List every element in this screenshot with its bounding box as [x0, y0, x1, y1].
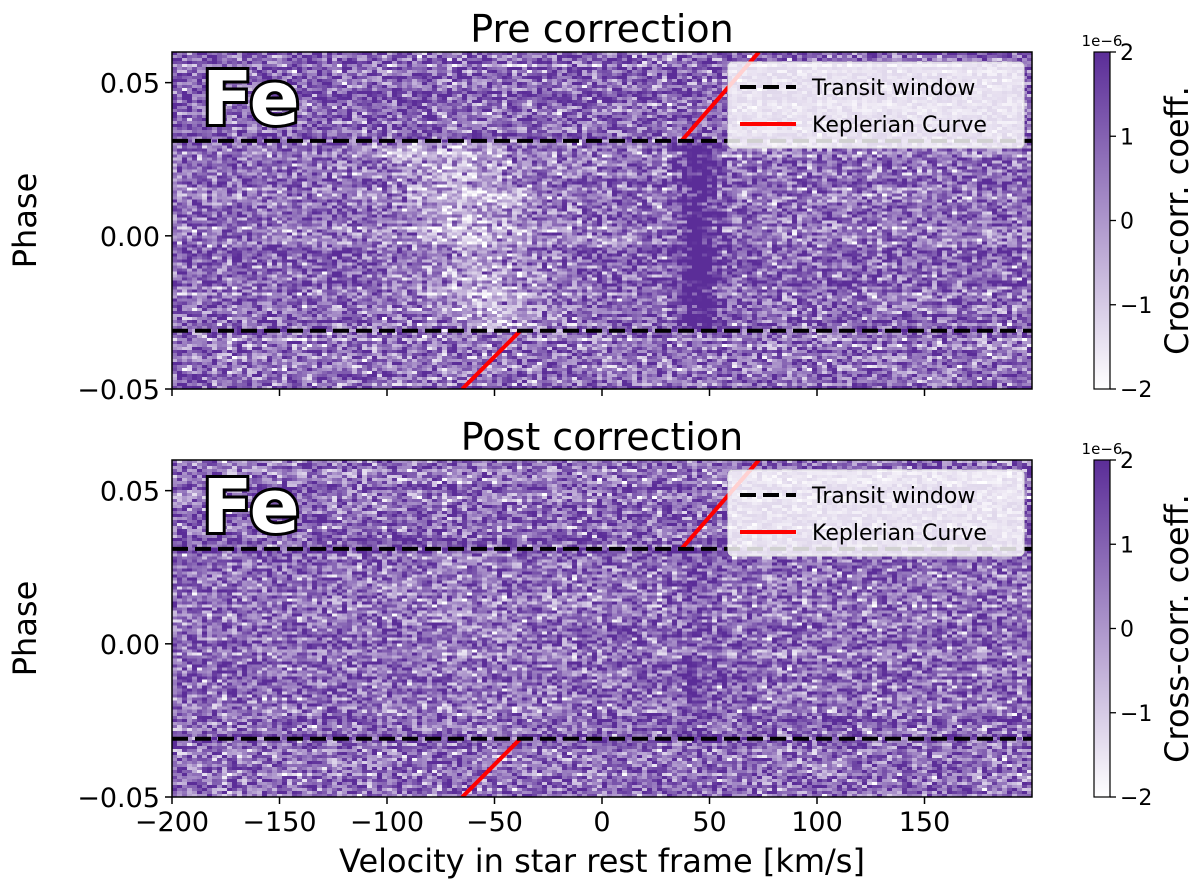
colorbar-label: Cross-corr. coeff.: [1158, 494, 1196, 763]
species-label: Fe: [202, 56, 300, 142]
colorbar-tick-label: −2: [1120, 786, 1152, 811]
y-tick-label: 0.00: [100, 630, 160, 661]
chart-title: Post correction: [461, 415, 744, 459]
colorbar-gradient: [1093, 459, 1111, 798]
colorbar-tick-label: 0: [1120, 618, 1134, 643]
colorbar-scale-label: 1e−6: [1082, 32, 1123, 50]
legend: Transit window Keplerian Curve: [727, 469, 1025, 557]
colorbar-tick-label: 2: [1120, 41, 1134, 66]
legend-label-0: Transit window: [811, 484, 975, 509]
colorbar-tick-label: 1: [1120, 125, 1134, 150]
colorbar: −2 −1 0 1 21e−6 Cross-corr. coeff.: [1082, 440, 1196, 811]
colorbar-tick-label: −1: [1120, 702, 1152, 727]
x-tick-label: −100: [350, 807, 424, 838]
keplerian-curve-lower: [460, 737, 522, 797]
colorbar-tick-label: −2: [1120, 378, 1152, 403]
legend-label-1: Keplerian Curve: [812, 521, 987, 546]
colorbar-tick-label: 1: [1120, 533, 1134, 558]
legend-box: [727, 469, 1025, 557]
x-tick-label: −200: [135, 807, 209, 838]
y-tick-label: 0.00: [100, 222, 160, 253]
y-tick-label: 0.05: [100, 69, 160, 100]
x-tick-label: 0: [593, 807, 610, 838]
colorbar-label: Cross-corr. coeff.: [1158, 86, 1196, 355]
x-axis-label: Velocity in star rest frame [km/s]: [339, 842, 865, 880]
y-axis-label: Phase: [6, 581, 44, 677]
chart-title: Pre correction: [470, 7, 733, 51]
legend-label-1: Keplerian Curve: [812, 113, 987, 138]
species-label: Fe: [202, 464, 300, 550]
legend-label-0: Transit window: [811, 76, 975, 101]
x-tick-label: 50: [692, 807, 726, 838]
colorbar-tick-label: −1: [1120, 294, 1152, 319]
colorbar-gradient: [1093, 51, 1111, 390]
x-tick-label: −150: [242, 807, 316, 838]
colorbar-tick-label: 0: [1120, 210, 1134, 235]
x-tick-label: 100: [791, 807, 843, 838]
x-tick-label: −50: [466, 807, 523, 838]
x-tick-label: 150: [899, 807, 951, 838]
colorbar-scale-label: 1e−6: [1082, 440, 1123, 458]
legend: Transit window Keplerian Curve: [727, 61, 1025, 149]
colorbar: −2 −1 0 1 21e−6 Cross-corr. coeff.: [1082, 32, 1196, 403]
colorbar-tick-label: 2: [1120, 449, 1134, 474]
keplerian-curve-lower: [460, 329, 522, 389]
panel-pre-correction: Fe Transit window Keplerian Curve −0.05 0.00…: [6, 7, 1196, 406]
y-axis-label: Phase: [6, 173, 44, 269]
y-tick-label: 0.05: [100, 477, 160, 508]
y-tick-label: −0.05: [77, 375, 160, 406]
y-tick-label: −0.05: [77, 783, 160, 814]
legend-box: [727, 61, 1025, 149]
